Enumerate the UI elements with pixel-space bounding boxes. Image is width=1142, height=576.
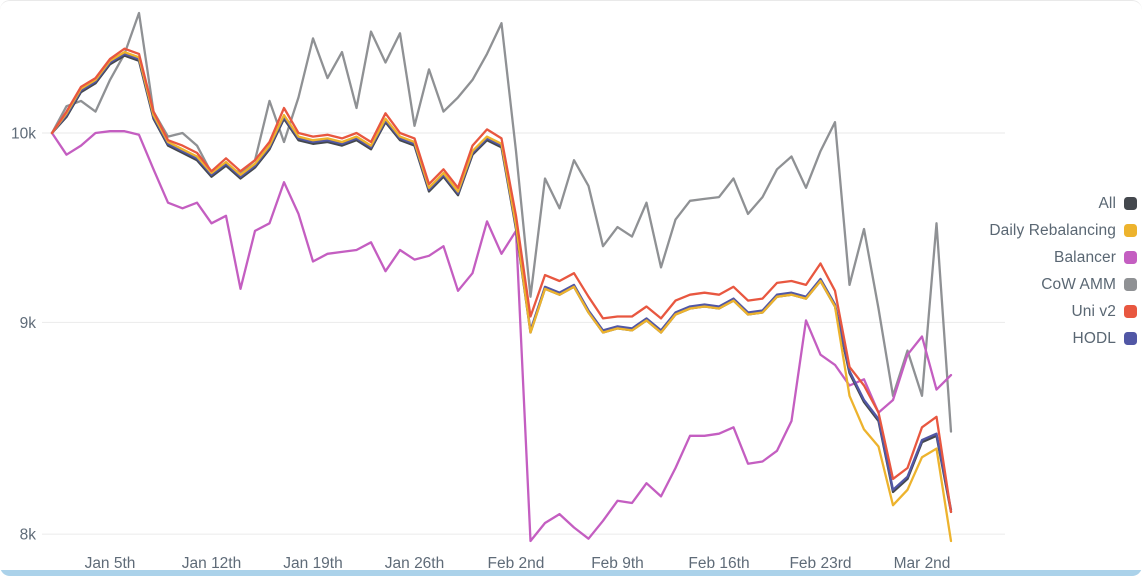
series-line-hodl: [50, 52, 953, 511]
x-axis-label: Jan 26th: [385, 555, 444, 572]
legend-item-hodl[interactable]: HODL: [989, 325, 1137, 352]
legend-label: All: [1098, 194, 1116, 212]
legend-item-cow-amm[interactable]: CoW AMM: [989, 271, 1137, 298]
legend-item-uni-v2[interactable]: Uni v2: [989, 298, 1137, 325]
y-axis-label: 8k: [20, 527, 37, 544]
x-axis-label: Feb 9th: [591, 555, 644, 572]
x-axis-label: Jan 19th: [283, 555, 342, 572]
bottom-accent-bar: [0, 570, 1142, 576]
legend-swatch: [1124, 224, 1137, 237]
legend-swatch: [1124, 278, 1137, 291]
legend-label: HODL: [1072, 329, 1116, 347]
y-axis-label: 9k: [20, 315, 37, 332]
legend-label: Daily Rebalancing: [989, 221, 1116, 239]
legend-item-balancer[interactable]: Balancer: [989, 244, 1137, 271]
legend-swatch: [1124, 197, 1137, 210]
x-axis-label: Feb 23rd: [789, 555, 851, 572]
x-axis-label: Feb 2nd: [488, 555, 545, 572]
legend-label: CoW AMM: [1041, 275, 1116, 293]
legend-swatch: [1124, 332, 1137, 345]
legend-item-all[interactable]: All: [989, 190, 1137, 217]
legend-label: Balancer: [1054, 248, 1116, 266]
x-axis-label: Feb 16th: [688, 555, 749, 572]
x-axis-label: Mar 2nd: [894, 555, 951, 572]
chart-legend: All Daily Rebalancing Balancer CoW AMM Uni v…: [989, 190, 1137, 352]
x-axis-label: Jan 12th: [182, 555, 241, 572]
legend-swatch: [1124, 251, 1137, 264]
series-line-balancer: [50, 130, 953, 543]
series-line-uni-v2: [50, 47, 953, 514]
legend-item-daily-rebalancing[interactable]: Daily Rebalancing: [989, 217, 1137, 244]
legend-swatch: [1124, 305, 1137, 318]
legend-label: Uni v2: [1071, 302, 1116, 320]
x-axis-label: Jan 5th: [85, 555, 136, 572]
series-line-daily-rebalancing: [50, 50, 953, 543]
y-axis-label: 10k: [11, 126, 36, 143]
series-line-cow-amm: [50, 11, 953, 433]
